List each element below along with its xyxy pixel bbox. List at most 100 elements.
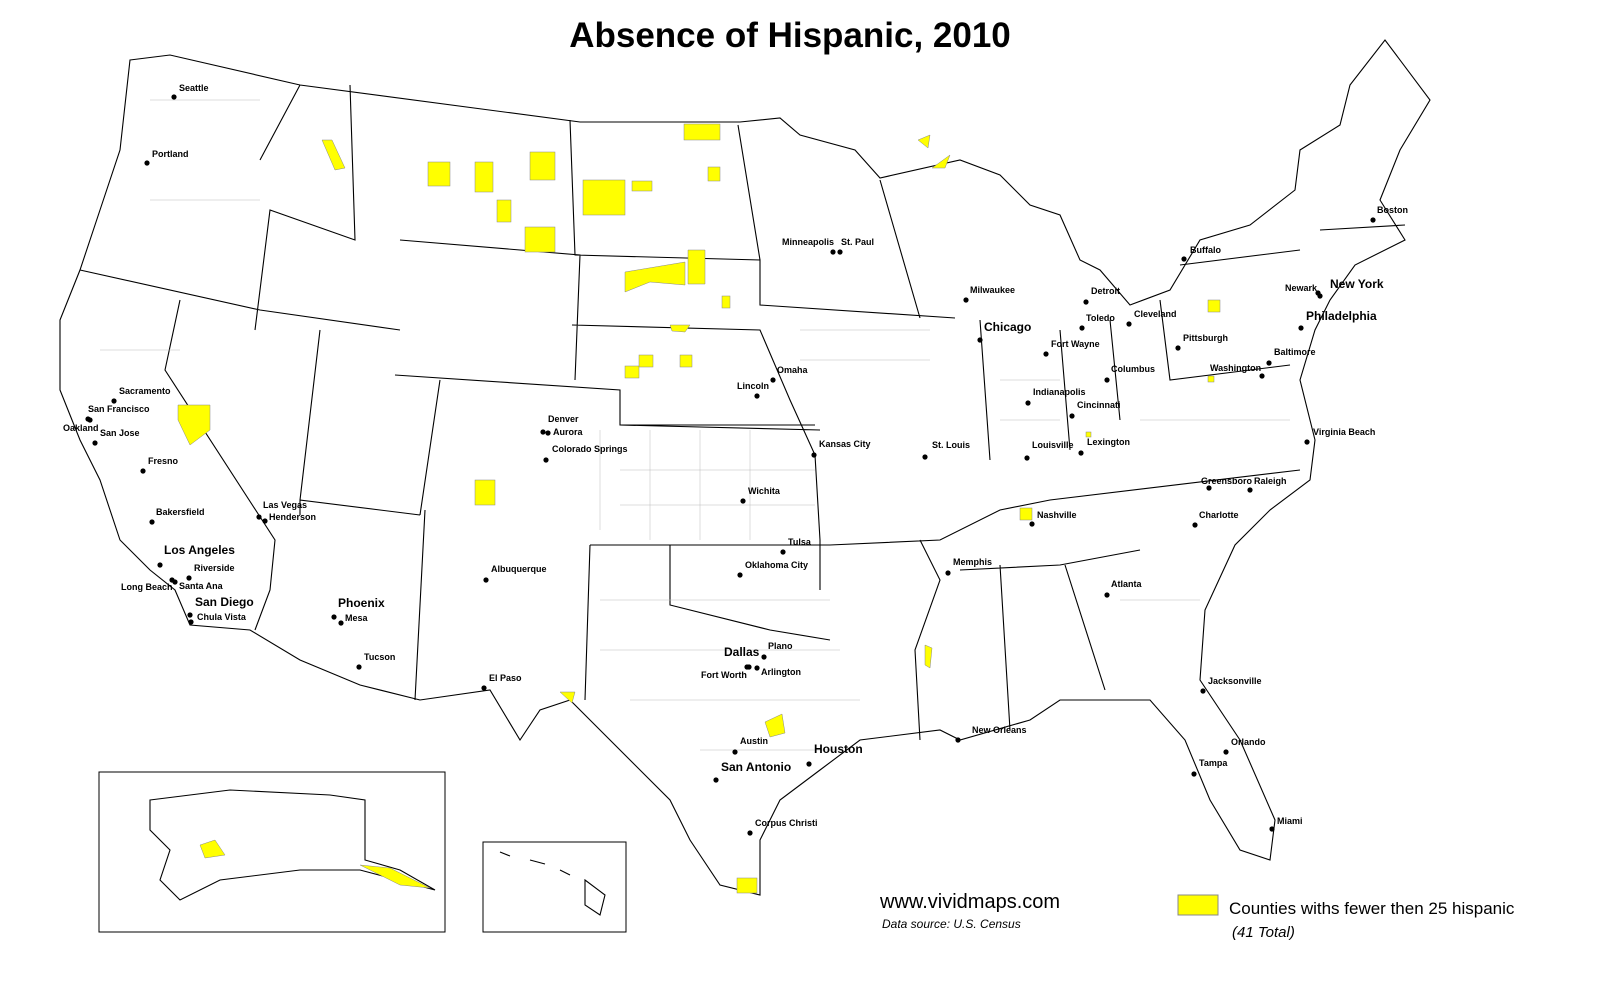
city-label: Boston xyxy=(1377,205,1408,215)
city-label: Tucson xyxy=(364,652,395,662)
city-dot xyxy=(747,830,753,836)
city-label: Toledo xyxy=(1086,313,1115,323)
city-label: San Antonio xyxy=(721,760,791,774)
city-dot xyxy=(1029,521,1035,527)
us-outline xyxy=(59,39,1431,896)
city-dot xyxy=(169,577,175,583)
city-label: Fort Wayne xyxy=(1051,339,1100,349)
city-label: Las Vegas xyxy=(263,500,307,510)
city-label: Tampa xyxy=(1199,758,1228,768)
city-label: Orlando xyxy=(1231,737,1266,747)
city-label: Colorado Springs xyxy=(552,444,628,454)
city-dot xyxy=(955,737,961,743)
city-label: Omaha xyxy=(777,365,809,375)
city-dot xyxy=(963,297,969,303)
city-dot xyxy=(1079,325,1085,331)
city-label: Memphis xyxy=(953,557,992,567)
legend-swatch xyxy=(1177,894,1219,916)
city-dot xyxy=(1266,360,1272,366)
city-label: Baltimore xyxy=(1274,347,1316,357)
city-dot xyxy=(945,570,951,576)
city-label: Buffalo xyxy=(1190,245,1221,255)
city-dot xyxy=(1200,688,1206,694)
legend-label: Counties withs fewer then 25 hispanic xyxy=(1229,899,1515,918)
cities: Seattle Portland Sacramento San Francisco Oa… xyxy=(63,83,1408,836)
city-label: St. Paul xyxy=(841,237,874,247)
city-label: San Diego xyxy=(195,595,254,609)
city-label: Tulsa xyxy=(788,537,812,547)
city-label: Greensboro xyxy=(1201,476,1253,486)
city-label: El Paso xyxy=(489,673,522,683)
legend-note: (41 Total) xyxy=(1232,924,1295,941)
city-label: Indianapolis xyxy=(1033,387,1086,397)
city-dot xyxy=(806,761,812,767)
city-label: Chula Vista xyxy=(197,612,247,622)
city-dot xyxy=(1298,325,1304,331)
city-dot xyxy=(754,393,760,399)
city-label: Louisville xyxy=(1032,440,1074,450)
city-dot xyxy=(149,519,155,525)
city-dot xyxy=(1104,592,1110,598)
city-label: Seattle xyxy=(179,83,209,93)
city-label: Aurora xyxy=(553,427,583,437)
city-dot xyxy=(1304,439,1310,445)
city-label: Austin xyxy=(740,736,768,746)
city-label: Miami xyxy=(1277,816,1303,826)
city-dot xyxy=(770,377,776,383)
city-label: Corpus Christi xyxy=(755,818,818,828)
city-dot xyxy=(1206,485,1212,491)
city-label: Henderson xyxy=(269,512,316,522)
city-label: Mesa xyxy=(345,613,369,623)
city-label: Detroit xyxy=(1091,286,1120,296)
city-label: Lexington xyxy=(1087,437,1130,447)
city-dot xyxy=(754,665,760,671)
city-label: New York xyxy=(1330,277,1384,291)
city-dot xyxy=(256,514,262,520)
highlighted-counties xyxy=(177,123,1221,894)
city-dot xyxy=(1104,377,1110,383)
city-dot xyxy=(356,664,362,670)
city-label: San Jose xyxy=(100,428,140,438)
city-dot xyxy=(837,249,843,255)
title: Absence of Hispanic, 2010 xyxy=(569,16,1011,55)
city-dot xyxy=(331,614,337,620)
city-dot xyxy=(713,777,719,783)
city-label: Cincinnati xyxy=(1077,400,1121,410)
city-label: Albuquerque xyxy=(491,564,547,574)
city-dot xyxy=(483,577,489,583)
city-label: Phoenix xyxy=(338,596,385,610)
city-label: Atlanta xyxy=(1111,579,1142,589)
city-label: Virginia Beach xyxy=(1313,427,1375,437)
city-dot xyxy=(1370,217,1376,223)
city-dot xyxy=(171,94,177,100)
city-dot xyxy=(338,620,344,626)
city-label: Philadelphia xyxy=(1306,309,1377,323)
city-dot xyxy=(761,654,767,660)
city-dot xyxy=(744,664,750,670)
city-dot xyxy=(1192,522,1198,528)
city-dot xyxy=(780,549,786,555)
data-source: Data source: U.S. Census xyxy=(882,917,1021,931)
city-dot xyxy=(481,685,487,691)
city-label: Raleigh xyxy=(1254,476,1287,486)
city-dot xyxy=(1269,826,1275,832)
insets xyxy=(98,771,627,933)
city-label: Houston xyxy=(814,742,863,756)
city-label: Plano xyxy=(768,641,793,651)
city-dot xyxy=(140,468,146,474)
city-label: St. Louis xyxy=(932,440,970,450)
city-dot xyxy=(188,619,194,625)
city-label: Sacramento xyxy=(119,386,171,396)
city-label: Wichita xyxy=(748,486,781,496)
city-label: Kansas City xyxy=(819,439,871,449)
city-dot xyxy=(732,749,738,755)
city-dot xyxy=(545,430,551,436)
city-dot xyxy=(1315,290,1321,296)
city-label: Chicago xyxy=(984,320,1031,334)
city-label: Minneapolis xyxy=(782,237,834,247)
city-dot xyxy=(922,454,928,460)
city-label: Fort Worth xyxy=(701,670,747,680)
city-label: Charlotte xyxy=(1199,510,1239,520)
city-label: Oakland xyxy=(63,423,99,433)
